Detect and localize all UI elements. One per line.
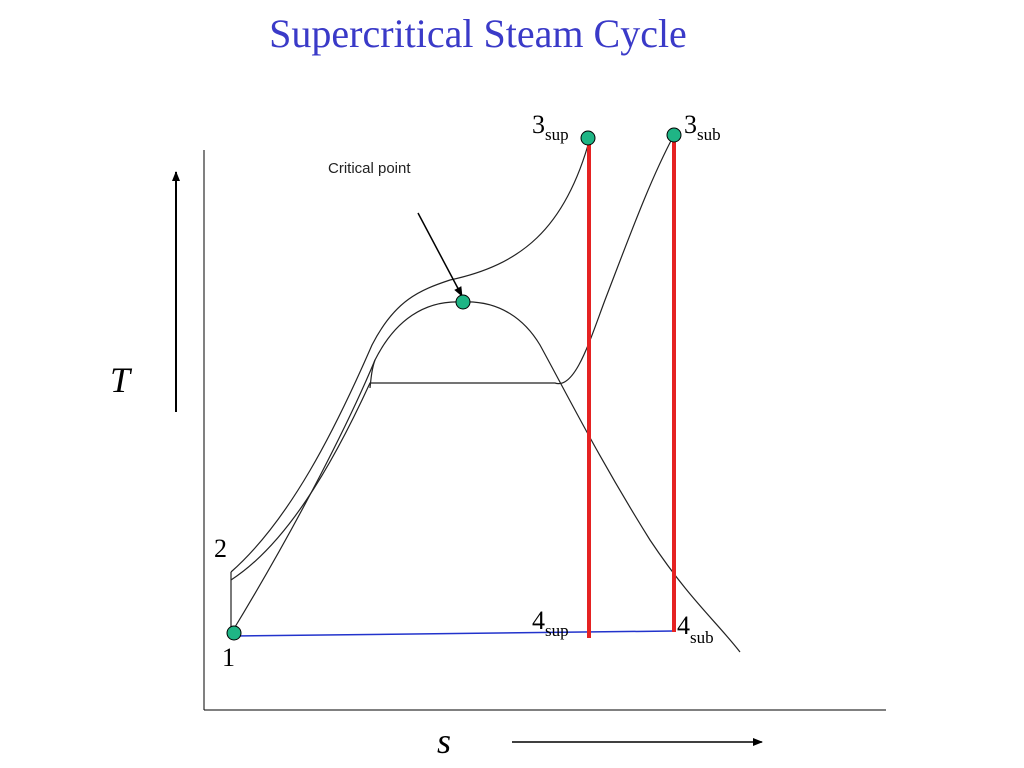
state-4sub-sub: sub	[690, 628, 714, 647]
critical-point-label: Critical point	[328, 160, 411, 177]
state-4sub-label: 4sub	[677, 611, 714, 647]
state-3sup-main: 3	[532, 110, 545, 139]
x-axis-label: s	[437, 721, 451, 761]
subcritical-heating-curve	[230, 134, 675, 581]
critical-point-pointer	[417, 212, 463, 297]
state-4sup-label: 4sup	[532, 606, 569, 640]
state-3sub-marker	[666, 127, 682, 143]
state-3sup-sub: sup	[545, 125, 569, 144]
y-axis-label: T	[110, 360, 133, 400]
state-4sup-main: 4	[532, 606, 545, 635]
state-3sub-label: 3sub	[684, 110, 721, 144]
saturation-dome	[231, 301, 741, 653]
supercritical-heating-curve	[230, 137, 591, 573]
critical-point-marker	[455, 294, 471, 310]
curve-mark	[369, 359, 376, 389]
state-4sub-main: 4	[677, 611, 690, 640]
condensation-line	[233, 630, 675, 637]
state-2-label: 2	[214, 534, 227, 563]
state-1-label: 1	[222, 643, 235, 672]
slide-title: Supercritical Steam Cycle	[269, 11, 687, 56]
state-1-marker	[226, 625, 242, 641]
state-3sub-sub: sub	[697, 125, 721, 144]
state-4sup-sub: sup	[545, 621, 569, 640]
state-3sub-main: 3	[684, 110, 697, 139]
state-3sup-label: 3sup	[532, 110, 569, 144]
state-3sup-marker	[580, 130, 596, 146]
